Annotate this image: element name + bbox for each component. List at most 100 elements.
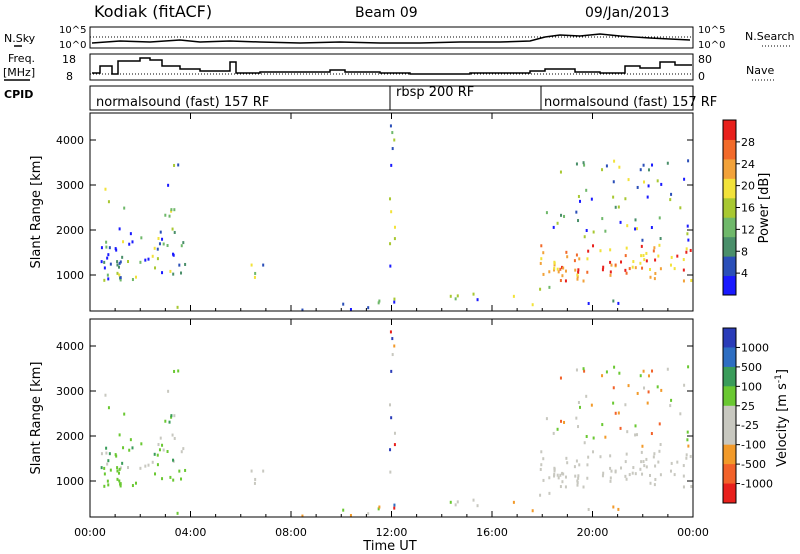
power-cell (586, 257, 589, 261)
colorbar-swatch (723, 178, 736, 199)
velocity-scatter (100, 330, 693, 518)
power-cell (669, 198, 672, 202)
velocity-cell (393, 431, 396, 435)
power-cell (609, 273, 612, 277)
power-cell (575, 210, 578, 214)
velocity-cell (673, 473, 676, 477)
velocity-cell (579, 405, 582, 409)
power-cell (585, 228, 588, 232)
velocity-cell (590, 403, 593, 407)
velocity-cell (173, 369, 176, 373)
velocity-cell (301, 514, 304, 518)
power-cell (564, 269, 567, 273)
velocity-cell (690, 484, 693, 488)
velocity-cell (626, 430, 629, 434)
velocity-cell (176, 511, 179, 515)
power-cell (679, 206, 682, 210)
colorbar-tick-label: -100 (741, 439, 766, 452)
velocity-cell (656, 385, 659, 389)
velocity-cell (147, 463, 150, 467)
velocity-cell (170, 414, 173, 418)
power-cell (119, 278, 122, 282)
velocity-cell (592, 450, 595, 454)
power-cell (153, 246, 156, 250)
power-cell (557, 270, 560, 274)
power-cell (542, 272, 545, 276)
velocity-cell (122, 446, 125, 450)
velocity-cell (587, 455, 590, 459)
velocity-cell (540, 463, 543, 467)
velocity-cell (592, 436, 595, 440)
velocity-cell (627, 384, 630, 388)
power-cell (566, 255, 569, 259)
velocity-cell (542, 478, 545, 482)
velocity-cell (103, 484, 106, 488)
power-cell (617, 205, 620, 209)
power-cell (118, 227, 121, 231)
velocity-cell (156, 453, 159, 457)
colorbar-swatch (723, 347, 736, 368)
power-cell (158, 242, 161, 246)
power-cell (168, 214, 171, 218)
velocity-cell (393, 506, 396, 510)
velocity-cell (172, 458, 175, 462)
colorbar-tick-label: 28 (741, 136, 755, 149)
power-cell (563, 214, 566, 218)
power-cell (121, 255, 124, 259)
velocity-cell (131, 484, 134, 488)
power-cell (651, 163, 654, 167)
velocity-cell (582, 367, 585, 371)
nsearch-tick-bottom: 10^0 (698, 40, 725, 51)
velocity-cell (540, 450, 543, 454)
power-cell (673, 267, 676, 271)
velocity-cell (687, 444, 690, 448)
velocity-cell (618, 371, 621, 375)
power-cell (104, 187, 107, 191)
velocity-cell (180, 450, 183, 454)
velocity-cell (687, 365, 690, 369)
velocity-cell (609, 476, 612, 480)
power-cell (140, 236, 143, 240)
power-cell (636, 185, 639, 189)
velocity-cell (578, 463, 581, 467)
power-cell (577, 268, 580, 272)
power-cell (666, 161, 669, 165)
power-cell (393, 300, 396, 304)
power-cell (631, 265, 634, 269)
velocity-cell (119, 484, 122, 488)
power-cell (559, 267, 562, 271)
velocity-cell (612, 386, 615, 390)
power-cell (613, 159, 616, 163)
colorbar-tick-label: 16 (741, 202, 755, 215)
colorbar-tick-label: 24 (741, 158, 755, 171)
power-cell (123, 206, 126, 210)
power-cell (602, 265, 605, 269)
power-cell (164, 213, 167, 217)
velocity-cell (587, 507, 590, 511)
velocity-cell (542, 457, 545, 461)
power-cell (686, 224, 689, 228)
power-cell (612, 299, 615, 303)
power-cell (654, 271, 657, 275)
velocity-cell (599, 455, 602, 459)
nsky-label: N.Sky (4, 32, 36, 45)
velocity-cell (168, 420, 171, 424)
nsky-trace (91, 33, 691, 44)
power-cell (349, 307, 352, 311)
power-y-axis: 1000 2000 3000 4000 (56, 134, 693, 282)
velocity-cell (472, 498, 475, 502)
velocity-cell (171, 433, 174, 437)
power-cell (641, 238, 644, 242)
velocity-cell (539, 467, 542, 471)
velocity-cell (106, 462, 109, 466)
power-cell (645, 259, 648, 263)
velocity-cell (601, 474, 604, 478)
power-cell (118, 261, 121, 265)
power-cell (393, 225, 396, 229)
power-cell (106, 273, 109, 277)
velocity-cell (548, 476, 551, 480)
power-cell (172, 272, 175, 276)
colorbar-tick-label: -1000 (741, 478, 773, 491)
power-cell (627, 178, 630, 182)
